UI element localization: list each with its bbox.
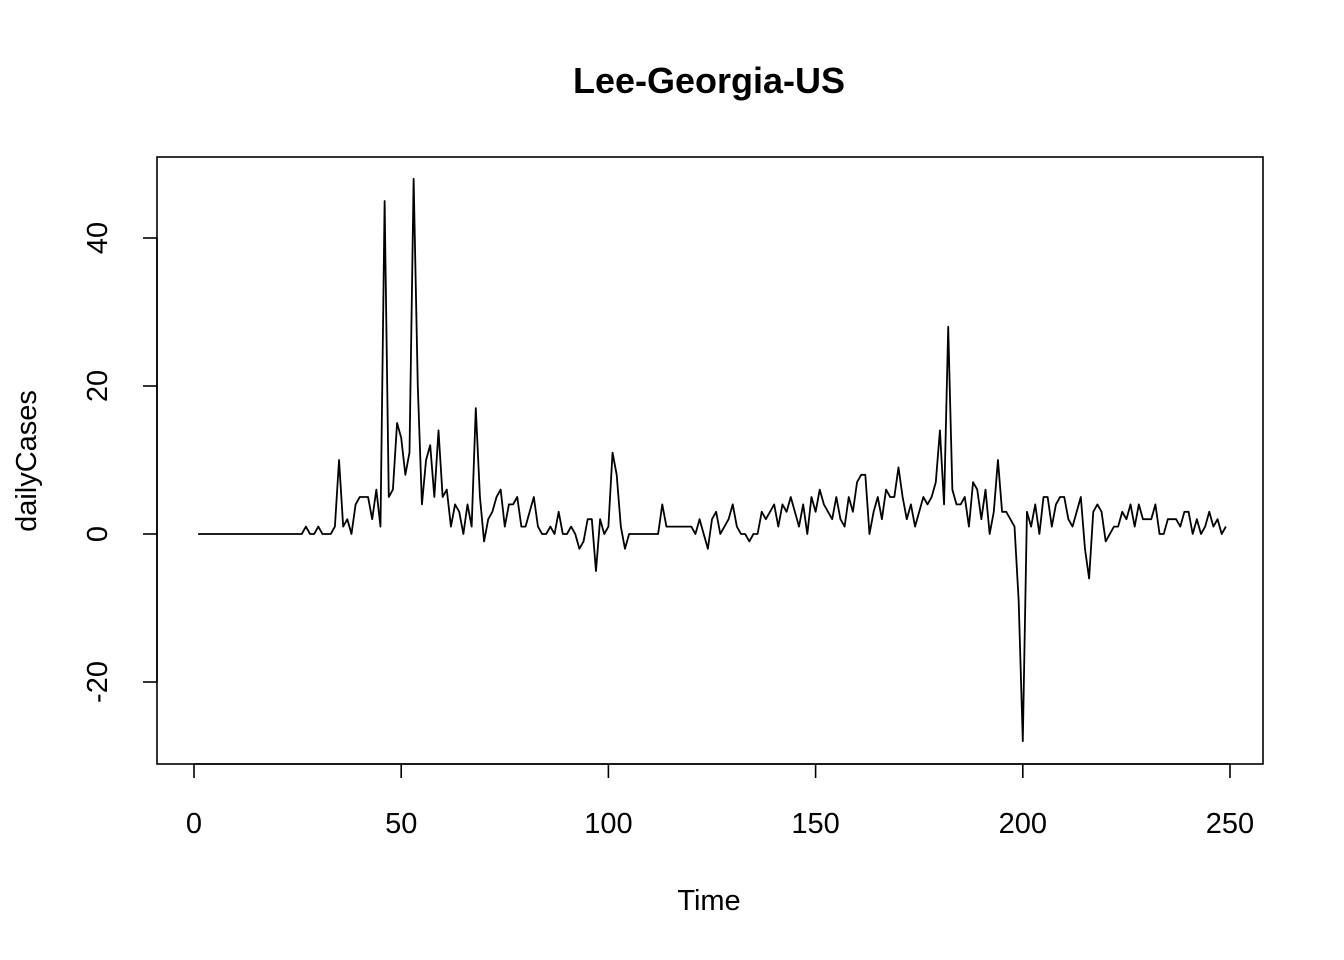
chart-title: Lee-Georgia-US — [573, 60, 845, 101]
y-tick-label--20: -20 — [82, 661, 114, 703]
daily-cases-line — [198, 177, 1227, 743]
x-axis-label: Time — [677, 885, 740, 917]
y-tick-label-0: 0 — [82, 526, 114, 542]
x-tick-label-150: 150 — [791, 808, 839, 840]
x-tick-label-0: 0 — [186, 808, 202, 840]
y-tick-label-20: 20 — [82, 370, 114, 402]
y-axis: -20 0 20 40 — [82, 222, 158, 703]
y-tick-label-40: 40 — [82, 222, 114, 254]
x-tick-label-50: 50 — [385, 808, 417, 840]
plot-frame — [156, 156, 1264, 765]
x-axis: 0 50 100 150 200 250 — [186, 763, 1254, 840]
x-tick-label-100: 100 — [584, 808, 632, 840]
x-tick-label-250: 250 — [1206, 808, 1254, 840]
y-axis-label: dailyCases — [11, 390, 43, 532]
x-tick-label-200: 200 — [999, 808, 1047, 840]
